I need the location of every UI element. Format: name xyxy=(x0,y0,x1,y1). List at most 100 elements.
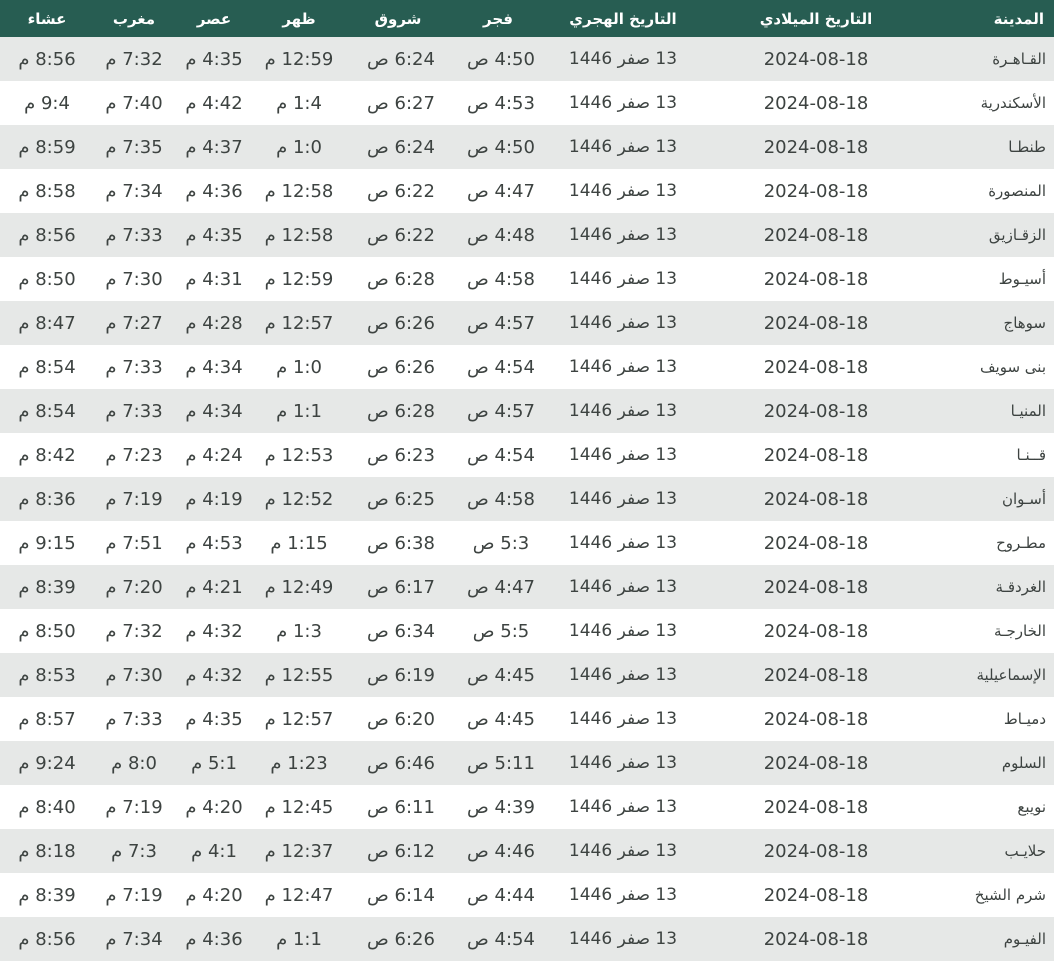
fajr-cell: 4:54 ص xyxy=(452,433,544,477)
dhuhr-cell: 12:59 م xyxy=(254,37,344,81)
table-row: الإسماعيلية 2024-08-18 13 صفر 1446 4:45 ص 6:… xyxy=(0,653,1054,697)
fajr-cell: 4:58 ص xyxy=(452,257,544,301)
asr-cell: 4:19 م xyxy=(174,477,254,521)
city-cell: أسـوان xyxy=(930,477,1054,521)
city-cell: القـاهـرة xyxy=(930,37,1054,81)
table-row: شرم الشيخ 2024-08-18 13 صفر 1446 4:44 ص 6:14… xyxy=(0,873,1054,917)
gregorian-cell: 2024-08-18 xyxy=(702,785,930,829)
asr-cell: 4:35 م xyxy=(174,213,254,257)
gregorian-cell: 2024-08-18 xyxy=(702,477,930,521)
gregorian-cell: 2024-08-18 xyxy=(702,169,930,213)
isha-cell: 8:39 م xyxy=(0,873,94,917)
table-header: المدينة التاريخ الميلادي التاريخ الهجري فجر… xyxy=(0,0,1054,37)
hijri-cell: 13 صفر 1446 xyxy=(544,829,702,873)
maghrib-cell: 7:3 م xyxy=(94,829,174,873)
table-row: الزقـازيق 2024-08-18 13 صفر 1446 4:48 ص 6:22… xyxy=(0,213,1054,257)
maghrib-cell: 8:0 م xyxy=(94,741,174,785)
fajr-cell: 4:58 ص xyxy=(452,477,544,521)
city-cell: الخارجـة xyxy=(930,609,1054,653)
city-cell: سوهاج xyxy=(930,301,1054,345)
dhuhr-cell: 1:3 م xyxy=(254,609,344,653)
sunrise-cell: 6:27 ص xyxy=(344,81,452,125)
asr-cell: 4:32 م xyxy=(174,653,254,697)
sunrise-cell: 6:34 ص xyxy=(344,609,452,653)
isha-cell: 9:4 م xyxy=(0,81,94,125)
fajr-cell: 4:47 ص xyxy=(452,169,544,213)
hijri-cell: 13 صفر 1446 xyxy=(544,433,702,477)
dhuhr-cell: 1:0 م xyxy=(254,125,344,169)
hijri-cell: 13 صفر 1446 xyxy=(544,741,702,785)
sunrise-cell: 6:26 ص xyxy=(344,345,452,389)
column-header-isha: عشاء xyxy=(0,0,94,37)
fajr-cell: 4:50 ص xyxy=(452,37,544,81)
dhuhr-cell: 12:58 م xyxy=(254,213,344,257)
maghrib-cell: 7:27 م xyxy=(94,301,174,345)
sunrise-cell: 6:24 ص xyxy=(344,37,452,81)
isha-cell: 8:47 م xyxy=(0,301,94,345)
isha-cell: 8:42 م xyxy=(0,433,94,477)
table-row: الخارجـة 2024-08-18 13 صفر 1446 5:5 ص 6:34 ص… xyxy=(0,609,1054,653)
hijri-cell: 13 صفر 1446 xyxy=(544,873,702,917)
asr-cell: 4:20 م xyxy=(174,873,254,917)
maghrib-cell: 7:35 م xyxy=(94,125,174,169)
gregorian-cell: 2024-08-18 xyxy=(702,521,930,565)
sunrise-cell: 6:22 ص xyxy=(344,213,452,257)
gregorian-cell: 2024-08-18 xyxy=(702,873,930,917)
city-cell: السلوم xyxy=(930,741,1054,785)
column-header-asr: عصر xyxy=(174,0,254,37)
asr-cell: 4:37 م xyxy=(174,125,254,169)
asr-cell: 4:35 م xyxy=(174,697,254,741)
column-header-fajr: فجر xyxy=(452,0,544,37)
asr-cell: 4:1 م xyxy=(174,829,254,873)
dhuhr-cell: 12:53 م xyxy=(254,433,344,477)
city-cell: نويبع xyxy=(930,785,1054,829)
sunrise-cell: 6:23 ص xyxy=(344,433,452,477)
fajr-cell: 5:3 ص xyxy=(452,521,544,565)
dhuhr-cell: 12:52 م xyxy=(254,477,344,521)
dhuhr-cell: 1:0 م xyxy=(254,345,344,389)
dhuhr-cell: 12:47 م xyxy=(254,873,344,917)
hijri-cell: 13 صفر 1446 xyxy=(544,477,702,521)
gregorian-cell: 2024-08-18 xyxy=(702,257,930,301)
table-row: المنيـا 2024-08-18 13 صفر 1446 4:57 ص 6:28 ص… xyxy=(0,389,1054,433)
maghrib-cell: 7:33 م xyxy=(94,697,174,741)
sunrise-cell: 6:12 ص xyxy=(344,829,452,873)
gregorian-cell: 2024-08-18 xyxy=(702,609,930,653)
column-header-gregorian: التاريخ الميلادي xyxy=(702,0,930,37)
maghrib-cell: 7:51 م xyxy=(94,521,174,565)
asr-cell: 4:34 م xyxy=(174,389,254,433)
hijri-cell: 13 صفر 1446 xyxy=(544,81,702,125)
sunrise-cell: 6:28 ص xyxy=(344,257,452,301)
gregorian-cell: 2024-08-18 xyxy=(702,213,930,257)
hijri-cell: 13 صفر 1446 xyxy=(544,169,702,213)
hijri-cell: 13 صفر 1446 xyxy=(544,37,702,81)
city-cell: مطـروح xyxy=(930,521,1054,565)
city-cell: حلايـب xyxy=(930,829,1054,873)
city-cell: شرم الشيخ xyxy=(930,873,1054,917)
gregorian-cell: 2024-08-18 xyxy=(702,829,930,873)
table-row: المنصورة 2024-08-18 13 صفر 1446 4:47 ص 6:22 … xyxy=(0,169,1054,213)
dhuhr-cell: 1:1 م xyxy=(254,917,344,961)
gregorian-cell: 2024-08-18 xyxy=(702,917,930,961)
maghrib-cell: 7:19 م xyxy=(94,785,174,829)
gregorian-cell: 2024-08-18 xyxy=(702,301,930,345)
maghrib-cell: 7:32 م xyxy=(94,609,174,653)
sunrise-cell: 6:38 ص xyxy=(344,521,452,565)
sunrise-cell: 6:25 ص xyxy=(344,477,452,521)
dhuhr-cell: 12:49 م xyxy=(254,565,344,609)
city-cell: أسيـوط xyxy=(930,257,1054,301)
maghrib-cell: 7:19 م xyxy=(94,477,174,521)
isha-cell: 8:39 م xyxy=(0,565,94,609)
isha-cell: 8:18 م xyxy=(0,829,94,873)
dhuhr-cell: 1:1 م xyxy=(254,389,344,433)
dhuhr-cell: 1:4 م xyxy=(254,81,344,125)
table-row: نويبع 2024-08-18 13 صفر 1446 4:39 ص 6:11 ص 12… xyxy=(0,785,1054,829)
fajr-cell: 4:46 ص xyxy=(452,829,544,873)
dhuhr-cell: 1:23 م xyxy=(254,741,344,785)
hijri-cell: 13 صفر 1446 xyxy=(544,389,702,433)
gregorian-cell: 2024-08-18 xyxy=(702,81,930,125)
asr-cell: 4:20 م xyxy=(174,785,254,829)
fajr-cell: 4:48 ص xyxy=(452,213,544,257)
